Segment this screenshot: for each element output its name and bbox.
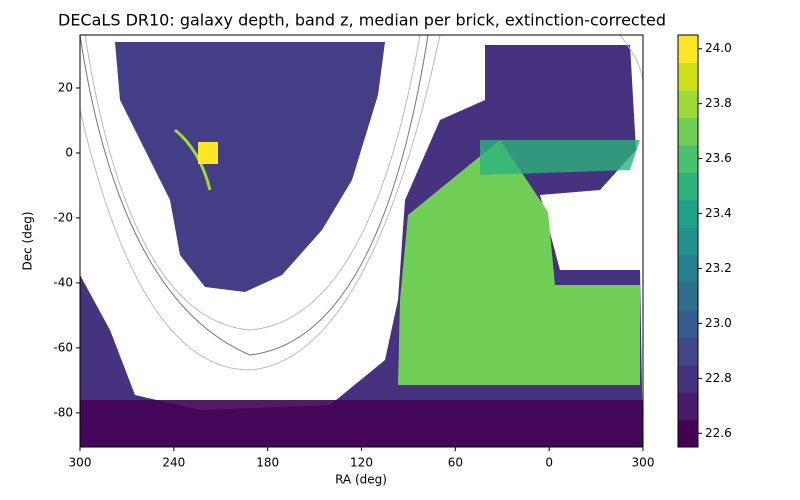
des-footprint	[398, 140, 640, 385]
x-tick-label: 60	[448, 456, 463, 470]
y-tick-label: -60	[53, 340, 73, 354]
colorbar-band	[678, 419, 698, 448]
x-tick-label: 0	[545, 456, 553, 470]
deep-patch	[198, 142, 218, 164]
ngc-footprint	[115, 42, 385, 292]
y-axis-label: Dec (deg)	[21, 211, 35, 270]
colorbar-band	[678, 282, 698, 311]
stripe-region	[480, 140, 640, 175]
colorbar-frame	[677, 34, 699, 448]
colorbar-band	[678, 392, 698, 421]
y-tick-label: -40	[53, 275, 73, 289]
y-tick-label: -20	[53, 210, 73, 224]
x-axis-label: RA (deg)	[335, 473, 387, 487]
galactic-lines	[80, 35, 643, 371]
colorbar-band	[678, 172, 698, 201]
colorbar-band	[678, 227, 698, 256]
stream-feature	[174, 128, 212, 191]
chart-title: DECaLS DR10: galaxy depth, band z, media…	[58, 11, 666, 30]
polar-region	[80, 400, 643, 447]
colorbar-band	[678, 364, 698, 393]
colorbar-band	[678, 62, 698, 91]
colorbar-band	[678, 89, 698, 118]
y-tick-label: -80	[53, 405, 73, 419]
colorbar-band	[678, 144, 698, 173]
sky-map	[80, 35, 643, 447]
colorbar-tick-label: 23.4	[705, 206, 732, 220]
y-tick-label: 20	[58, 80, 73, 94]
colorbar-band	[678, 337, 698, 366]
x-tick-label: 240	[162, 456, 185, 470]
colorbar-tick-label: 22.8	[705, 371, 732, 385]
colorbar-tick-label: 23.8	[705, 96, 732, 110]
colorbar-tick-label: 22.6	[705, 426, 732, 440]
colorbar-band	[678, 117, 698, 146]
x-tick-label: 120	[350, 456, 373, 470]
colorbar-band	[678, 199, 698, 228]
colorbar-tick-label: 23.0	[705, 316, 732, 330]
colorbar-tick-label: 23.2	[705, 261, 732, 275]
colorbar-tick-label: 24.0	[705, 41, 732, 55]
x-tick-label: 300	[632, 456, 655, 470]
colorbar-band	[678, 35, 698, 63]
y-tick-label: 0	[65, 145, 73, 159]
x-tick-label: 300	[69, 456, 92, 470]
colorbar-tick-label: 23.6	[705, 151, 732, 165]
colorbar-band	[678, 254, 698, 283]
colorbar-band	[678, 309, 698, 338]
x-tick-label: 180	[256, 456, 279, 470]
